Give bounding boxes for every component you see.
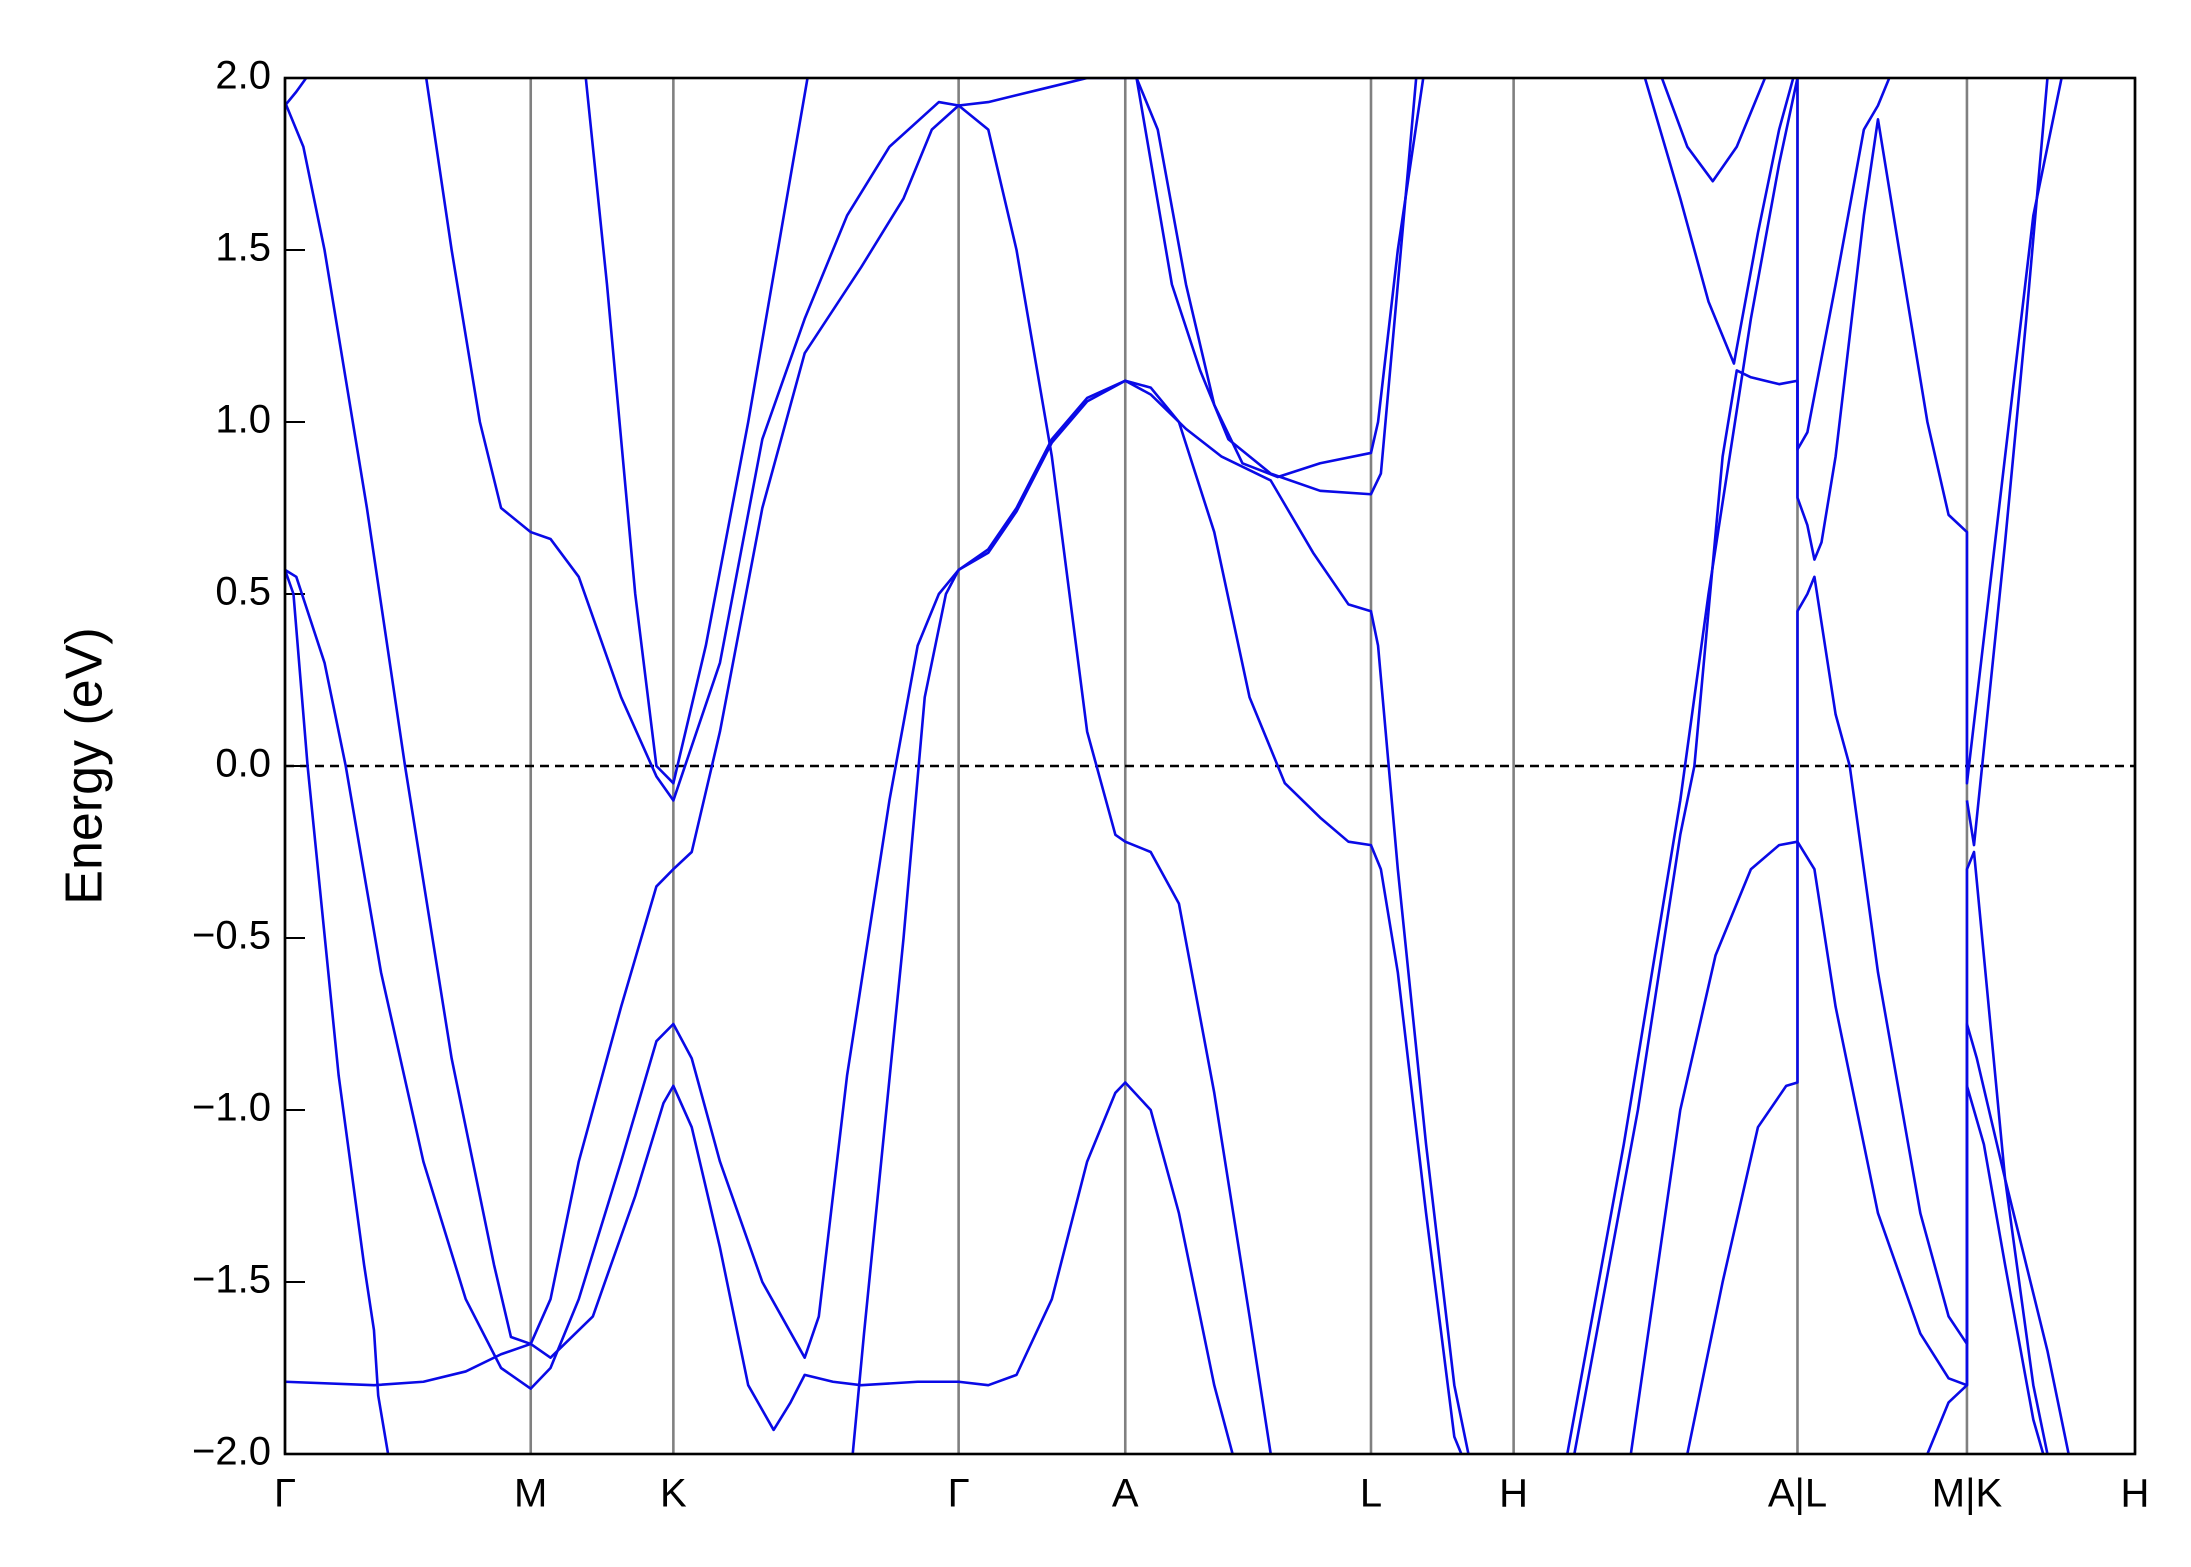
band bbox=[1660, 78, 1767, 183]
band bbox=[1686, 575, 2070, 1454]
band bbox=[1629, 840, 2045, 1454]
band bbox=[1566, 78, 2063, 1454]
plot-frame bbox=[283, 76, 2137, 1456]
bands bbox=[285, 78, 2070, 1454]
band bbox=[285, 78, 308, 107]
band bbox=[1573, 78, 1891, 1454]
band bbox=[1643, 78, 1795, 365]
band bbox=[584, 78, 809, 785]
band bbox=[285, 569, 390, 1454]
band bbox=[851, 379, 1463, 1454]
x-tick-label: M bbox=[514, 1472, 547, 1516]
x-tick-label: Γ bbox=[274, 1472, 296, 1516]
y-tick-label: 0.5 bbox=[215, 570, 271, 614]
band bbox=[424, 78, 1273, 1454]
y-tick-label: 0.0 bbox=[215, 742, 271, 786]
band bbox=[1926, 850, 2049, 1454]
band bbox=[1135, 78, 1418, 496]
y-tick-label: −2.0 bbox=[192, 1430, 271, 1474]
x-tick-label: A|L bbox=[1768, 1472, 1827, 1516]
band bbox=[285, 379, 1470, 1454]
y-tick-label: −0.5 bbox=[192, 914, 271, 958]
x-tick-label: H bbox=[2121, 1472, 2150, 1516]
x-tick-label: L bbox=[1360, 1472, 1382, 1516]
y-tick-label: −1.5 bbox=[192, 1258, 271, 1302]
y-tick-label: −1.0 bbox=[192, 1086, 271, 1130]
band bbox=[285, 1081, 1234, 1454]
y-axis-label: Energy (eV) bbox=[56, 627, 114, 904]
x-tick-label: H bbox=[1499, 1472, 1528, 1516]
x-tick-label: M|K bbox=[1932, 1472, 2003, 1516]
y-tick-label: 1.0 bbox=[215, 398, 271, 442]
band bbox=[1965, 78, 2049, 847]
band bbox=[1125, 78, 1425, 479]
x-tick-label: K bbox=[660, 1472, 687, 1516]
band bbox=[285, 78, 1126, 1346]
x-tick-label: A bbox=[1112, 1472, 1139, 1516]
x-tick-label: Γ bbox=[948, 1472, 970, 1516]
y-tick-label: 1.5 bbox=[215, 226, 271, 270]
y-tick-label: 2.0 bbox=[215, 54, 271, 98]
